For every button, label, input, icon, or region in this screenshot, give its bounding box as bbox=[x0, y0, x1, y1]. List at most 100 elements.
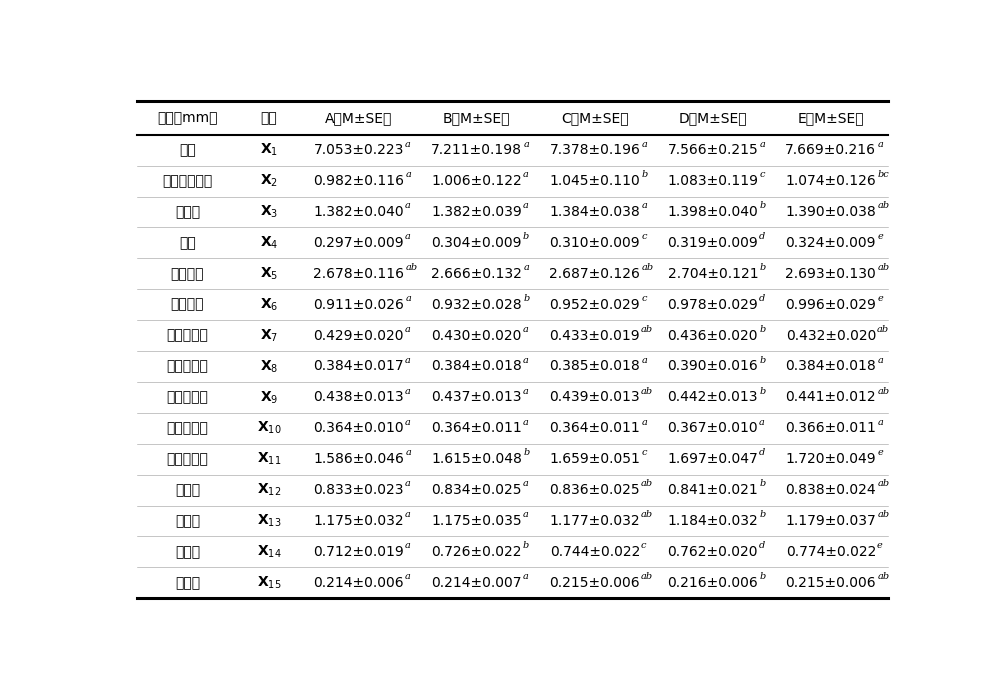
Text: $\mathbf{X}_{9}$: $\mathbf{X}_{9}$ bbox=[260, 389, 278, 405]
Text: 7.211±0.198: 7.211±0.198 bbox=[431, 143, 522, 157]
Text: 2.678±0.116: 2.678±0.116 bbox=[313, 267, 404, 281]
Text: ab: ab bbox=[405, 263, 417, 272]
Text: a: a bbox=[523, 201, 529, 210]
Text: 全长: 全长 bbox=[179, 143, 196, 157]
Text: b: b bbox=[523, 232, 529, 241]
Text: 0.836±0.025: 0.836±0.025 bbox=[550, 483, 640, 497]
Text: a: a bbox=[523, 480, 529, 488]
Text: a: a bbox=[405, 139, 411, 148]
Text: 0.214±0.007: 0.214±0.007 bbox=[432, 576, 522, 589]
Text: b: b bbox=[523, 541, 529, 550]
Text: 0.439±0.013: 0.439±0.013 bbox=[550, 390, 640, 405]
Text: ab: ab bbox=[877, 387, 889, 396]
Text: ab: ab bbox=[641, 510, 653, 519]
Text: 第四腹节长: 第四腹节长 bbox=[166, 421, 208, 436]
Text: 头胸甲高: 头胸甲高 bbox=[171, 297, 204, 312]
Text: 0.390±0.016: 0.390±0.016 bbox=[667, 359, 758, 374]
Text: ab: ab bbox=[877, 325, 889, 334]
Text: ab: ab bbox=[641, 480, 653, 488]
Text: $\mathbf{X}_{12}$: $\mathbf{X}_{12}$ bbox=[257, 482, 281, 498]
Text: c: c bbox=[641, 232, 647, 241]
Text: b: b bbox=[759, 387, 765, 396]
Text: a: a bbox=[523, 325, 529, 334]
Text: C（M±SE）: C（M±SE） bbox=[561, 111, 629, 125]
Text: b: b bbox=[523, 294, 529, 303]
Text: c: c bbox=[759, 170, 765, 179]
Text: $\mathbf{X}_{3}$: $\mathbf{X}_{3}$ bbox=[260, 204, 278, 221]
Text: a: a bbox=[523, 356, 529, 365]
Text: 第一触角柄长: 第一触角柄长 bbox=[162, 174, 212, 188]
Text: 0.982±0.116: 0.982±0.116 bbox=[313, 174, 404, 188]
Text: 0.215±0.006: 0.215±0.006 bbox=[550, 576, 640, 589]
Text: $\mathbf{X}_{11}$: $\mathbf{X}_{11}$ bbox=[257, 451, 281, 467]
Text: 尾节高: 尾节高 bbox=[175, 576, 200, 589]
Text: 0.304±0.009: 0.304±0.009 bbox=[432, 236, 522, 250]
Text: d: d bbox=[759, 541, 765, 550]
Text: a: a bbox=[523, 170, 529, 179]
Text: 尾节长: 尾节长 bbox=[175, 483, 200, 497]
Text: 2.666±0.132: 2.666±0.132 bbox=[431, 267, 522, 281]
Text: 第三腹节长: 第三腹节长 bbox=[166, 390, 208, 405]
Text: ab: ab bbox=[641, 325, 653, 334]
Text: c: c bbox=[641, 541, 647, 550]
Text: B（M±SE）: B（M±SE） bbox=[443, 111, 511, 125]
Text: 1.398±0.040: 1.398±0.040 bbox=[667, 205, 758, 219]
Text: 1.390±0.038: 1.390±0.038 bbox=[785, 205, 876, 219]
Text: a: a bbox=[405, 480, 411, 488]
Text: 0.429±0.020: 0.429±0.020 bbox=[314, 328, 404, 343]
Text: 2.693±0.130: 2.693±0.130 bbox=[785, 267, 876, 281]
Text: $\mathbf{X}_{15}$: $\mathbf{X}_{15}$ bbox=[257, 574, 281, 591]
Text: $\mathbf{X}_{8}$: $\mathbf{X}_{8}$ bbox=[260, 359, 278, 374]
Text: 1.179±0.037: 1.179±0.037 bbox=[785, 514, 876, 528]
Text: a: a bbox=[641, 418, 647, 427]
Text: e: e bbox=[877, 294, 883, 303]
Text: a: a bbox=[641, 139, 647, 148]
Text: 0.436±0.020: 0.436±0.020 bbox=[668, 328, 758, 343]
Text: 尾扇长: 尾扇长 bbox=[175, 514, 200, 528]
Text: ab: ab bbox=[641, 263, 653, 272]
Text: a: a bbox=[877, 356, 883, 365]
Text: 第二腹节长: 第二腹节长 bbox=[166, 359, 208, 374]
Text: 1.697±0.047: 1.697±0.047 bbox=[667, 452, 758, 466]
Text: 7.053±0.223: 7.053±0.223 bbox=[314, 143, 404, 157]
Text: 1.586±0.046: 1.586±0.046 bbox=[313, 452, 404, 466]
Text: $\mathbf{X}_{10}$: $\mathbf{X}_{10}$ bbox=[257, 420, 281, 436]
Text: a: a bbox=[405, 325, 411, 334]
Text: 第五腹节长: 第五腹节长 bbox=[166, 452, 208, 466]
Text: a: a bbox=[877, 139, 883, 148]
Text: 0.834±0.025: 0.834±0.025 bbox=[432, 483, 522, 497]
Text: 0.214±0.006: 0.214±0.006 bbox=[313, 576, 404, 589]
Text: 0.726±0.022: 0.726±0.022 bbox=[432, 545, 522, 559]
Text: 0.364±0.011: 0.364±0.011 bbox=[549, 421, 640, 436]
Text: c: c bbox=[641, 449, 647, 458]
Text: 0.384±0.018: 0.384±0.018 bbox=[431, 359, 522, 374]
Text: $\mathbf{X}_{4}$: $\mathbf{X}_{4}$ bbox=[260, 235, 278, 251]
Text: 0.385±0.018: 0.385±0.018 bbox=[549, 359, 640, 374]
Text: 2.687±0.126: 2.687±0.126 bbox=[549, 267, 640, 281]
Text: b: b bbox=[641, 170, 647, 179]
Text: 1.175±0.035: 1.175±0.035 bbox=[431, 514, 522, 528]
Text: a: a bbox=[523, 139, 529, 148]
Text: 1.177±0.032: 1.177±0.032 bbox=[550, 514, 640, 528]
Text: $\mathbf{X}_{13}$: $\mathbf{X}_{13}$ bbox=[257, 513, 281, 529]
Text: 0.978±0.029: 0.978±0.029 bbox=[667, 297, 758, 312]
Text: 2.704±0.121: 2.704±0.121 bbox=[668, 267, 758, 281]
Text: a: a bbox=[877, 418, 883, 427]
Text: 0.324±0.009: 0.324±0.009 bbox=[786, 236, 876, 250]
Text: 腹节高: 腹节高 bbox=[175, 545, 200, 559]
Text: 0.833±0.023: 0.833±0.023 bbox=[314, 483, 404, 497]
Text: 1.074±0.126: 1.074±0.126 bbox=[785, 174, 876, 188]
Text: 0.932±0.028: 0.932±0.028 bbox=[431, 297, 522, 312]
Text: a: a bbox=[405, 356, 411, 365]
Text: a: a bbox=[641, 356, 647, 365]
Text: 1.382±0.039: 1.382±0.039 bbox=[431, 205, 522, 219]
Text: 0.774±0.022: 0.774±0.022 bbox=[786, 545, 876, 559]
Text: b: b bbox=[759, 480, 765, 488]
Text: 1.045±0.110: 1.045±0.110 bbox=[549, 174, 640, 188]
Text: e: e bbox=[877, 232, 883, 241]
Text: b: b bbox=[759, 356, 765, 365]
Text: 0.438±0.013: 0.438±0.013 bbox=[313, 390, 404, 405]
Text: 1.659±0.051: 1.659±0.051 bbox=[549, 452, 640, 466]
Text: a: a bbox=[523, 510, 529, 519]
Text: 0.319±0.009: 0.319±0.009 bbox=[667, 236, 758, 250]
